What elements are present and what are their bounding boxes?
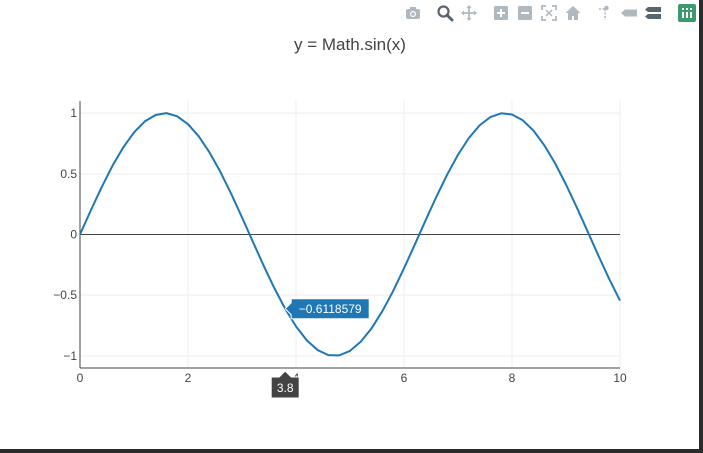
chart-title: y = Math.sin(x) — [294, 35, 406, 54]
hover-tooltip-x — [270, 370, 300, 399]
x-tick-label: 10 — [613, 371, 627, 385]
hover-tooltip-y-label: −0.6118579 — [299, 302, 362, 316]
y-tick-label: 0 — [70, 228, 77, 242]
y-tick-label: −1 — [63, 349, 77, 363]
camera-icon[interactable] — [404, 4, 422, 22]
y-tick-label: 0.5 — [60, 167, 77, 181]
x-tick-label: 2 — [185, 371, 192, 385]
hover-compare-icon[interactable] — [644, 4, 662, 22]
window-border-bottom — [0, 449, 703, 453]
hover-closest-icon[interactable] — [620, 4, 638, 22]
y-tick-label: −0.5 — [53, 288, 77, 302]
tick-label-layer: 0246810−1−0.500.51 — [53, 106, 627, 385]
autoscale-icon[interactable] — [540, 4, 558, 22]
x-tick-label: 0 — [77, 371, 84, 385]
hover-layer: −0.6118579 3.8 — [270, 298, 370, 399]
series-line[interactable] — [79, 112, 621, 357]
home-icon[interactable] — [564, 4, 582, 22]
plotly-logo-icon[interactable] — [678, 4, 696, 22]
x-tick-label: 8 — [509, 371, 516, 385]
hover-tooltip-x-label: 3.8 — [277, 381, 294, 395]
pan-icon[interactable] — [460, 4, 478, 22]
zoom-out-icon[interactable] — [516, 4, 534, 22]
y-tick-label: 1 — [70, 106, 77, 120]
hover-tooltip-y — [284, 298, 370, 320]
axes-layer — [79, 101, 620, 369]
spike-lines-icon[interactable] — [596, 4, 614, 22]
window-border-right — [699, 0, 703, 453]
zoom-icon[interactable] — [436, 4, 454, 22]
zoom-in-icon[interactable] — [492, 4, 510, 22]
series-layer — [79, 112, 621, 357]
x-tick-label: 6 — [401, 371, 408, 385]
